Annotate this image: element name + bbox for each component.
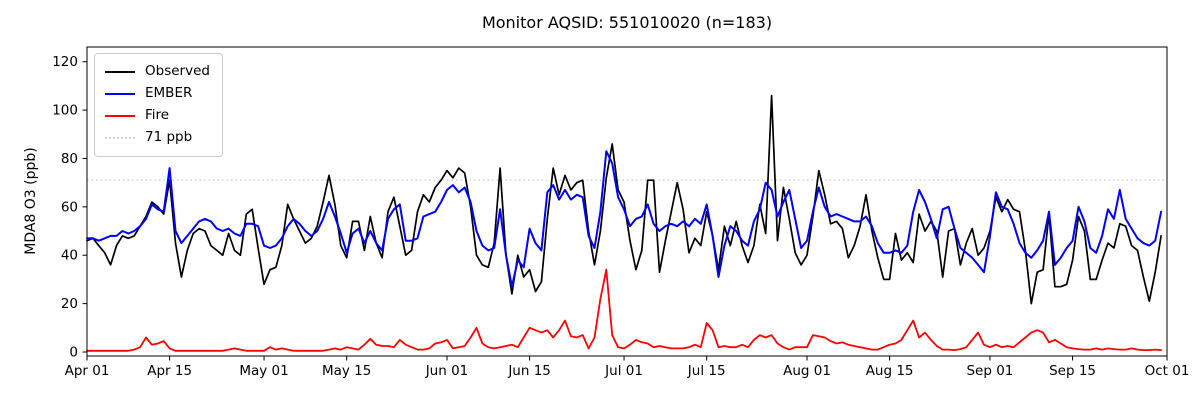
svg-text:80: 80	[61, 151, 78, 167]
svg-text:Apr 01: Apr 01	[65, 363, 110, 379]
svg-text:May 01: May 01	[239, 363, 288, 379]
chart-title: Monitor AQSID: 551010020 (n=183)	[481, 13, 773, 32]
y-axis-label: MDA8 O3 (ppb)	[23, 147, 39, 255]
legend-item-fire: Fire	[105, 105, 210, 127]
svg-text:100: 100	[52, 103, 78, 119]
legend-label-fire: Fire	[145, 107, 170, 124]
legend: Observed EMBER Fire 71 ppb	[94, 53, 223, 157]
svg-text:Oct 01: Oct 01	[1145, 363, 1190, 379]
svg-text:20: 20	[61, 296, 78, 312]
svg-text:Sep 15: Sep 15	[1049, 363, 1096, 379]
svg-text:May 15: May 15	[322, 363, 371, 379]
svg-text:Jun 01: Jun 01	[425, 363, 469, 379]
svg-text:Sep 01: Sep 01	[966, 363, 1013, 379]
legend-label-observed: Observed	[145, 63, 210, 80]
svg-text:Aug 01: Aug 01	[783, 363, 831, 379]
svg-text:120: 120	[52, 54, 78, 70]
svg-text:Jul 15: Jul 15	[687, 363, 726, 379]
threshold-line-swatch	[105, 137, 135, 139]
legend-item-threshold: 71 ppb	[105, 127, 210, 149]
ember-line-swatch	[105, 93, 135, 95]
svg-text:40: 40	[61, 248, 78, 264]
legend-label-ember: EMBER	[145, 85, 193, 102]
legend-label-threshold: 71 ppb	[145, 129, 193, 146]
svg-text:Apr 15: Apr 15	[147, 363, 192, 379]
svg-text:Aug 15: Aug 15	[866, 363, 914, 379]
legend-item-ember: EMBER	[105, 83, 210, 105]
observed-line-swatch	[105, 71, 135, 73]
fire-line-swatch	[105, 115, 135, 117]
legend-item-observed: Observed	[105, 61, 210, 83]
svg-text:60: 60	[61, 199, 78, 215]
svg-text:Jun 15: Jun 15	[507, 363, 551, 379]
svg-text:Jul 01: Jul 01	[604, 363, 643, 379]
svg-text:0: 0	[69, 345, 78, 361]
